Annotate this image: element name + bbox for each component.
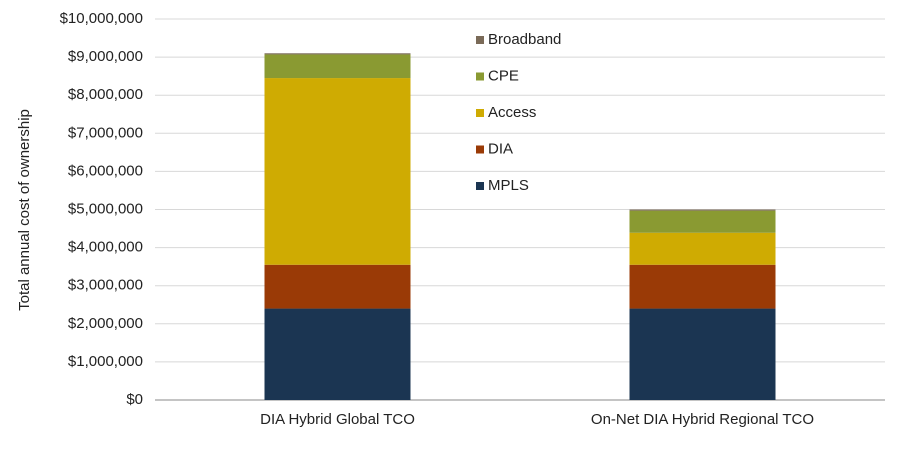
- legend-label: Broadband: [488, 31, 561, 48]
- legend-swatch: [476, 109, 484, 117]
- bar-segment: [629, 232, 776, 265]
- y-axis-title: Total annual cost of ownership: [16, 109, 33, 311]
- legend-swatch: [476, 182, 484, 190]
- y-tick-label: $4,000,000: [68, 239, 143, 256]
- legend-label: Access: [488, 104, 536, 121]
- bar-segment: [264, 264, 411, 309]
- bar-segment: [629, 210, 776, 233]
- y-tick-label: $3,000,000: [68, 277, 143, 294]
- legend-swatch: [476, 145, 484, 154]
- bar-segment: [264, 308, 411, 400]
- y-tick-label: $8,000,000: [68, 86, 143, 103]
- y-tick-label: $2,000,000: [68, 315, 143, 332]
- y-tick-label: $9,000,000: [68, 48, 143, 65]
- y-tick-label: $1,000,000: [68, 353, 143, 370]
- y-tick-label: $7,000,000: [68, 124, 143, 141]
- bar-segment: [629, 209, 776, 211]
- x-tick-label: On-Net DIA Hybrid Regional TCO: [591, 411, 814, 428]
- legend-label: MPLS: [488, 177, 529, 194]
- y-tick-label: $0: [126, 391, 143, 408]
- bar-segment: [629, 264, 776, 309]
- y-tick-label: $6,000,000: [68, 162, 143, 179]
- y-tick-label: $5,000,000: [68, 200, 143, 217]
- bar-segment: [629, 308, 776, 400]
- legend-swatch: [476, 36, 484, 44]
- bar-segment: [264, 53, 411, 55]
- bar-segment: [264, 54, 411, 79]
- legend-label: CPE: [488, 67, 519, 84]
- legend-swatch: [476, 72, 484, 81]
- x-tick-label: DIA Hybrid Global TCO: [260, 411, 415, 428]
- y-tick-label: $10,000,000: [60, 10, 143, 27]
- legend-label: DIA: [488, 140, 513, 157]
- bar-segment: [264, 78, 411, 265]
